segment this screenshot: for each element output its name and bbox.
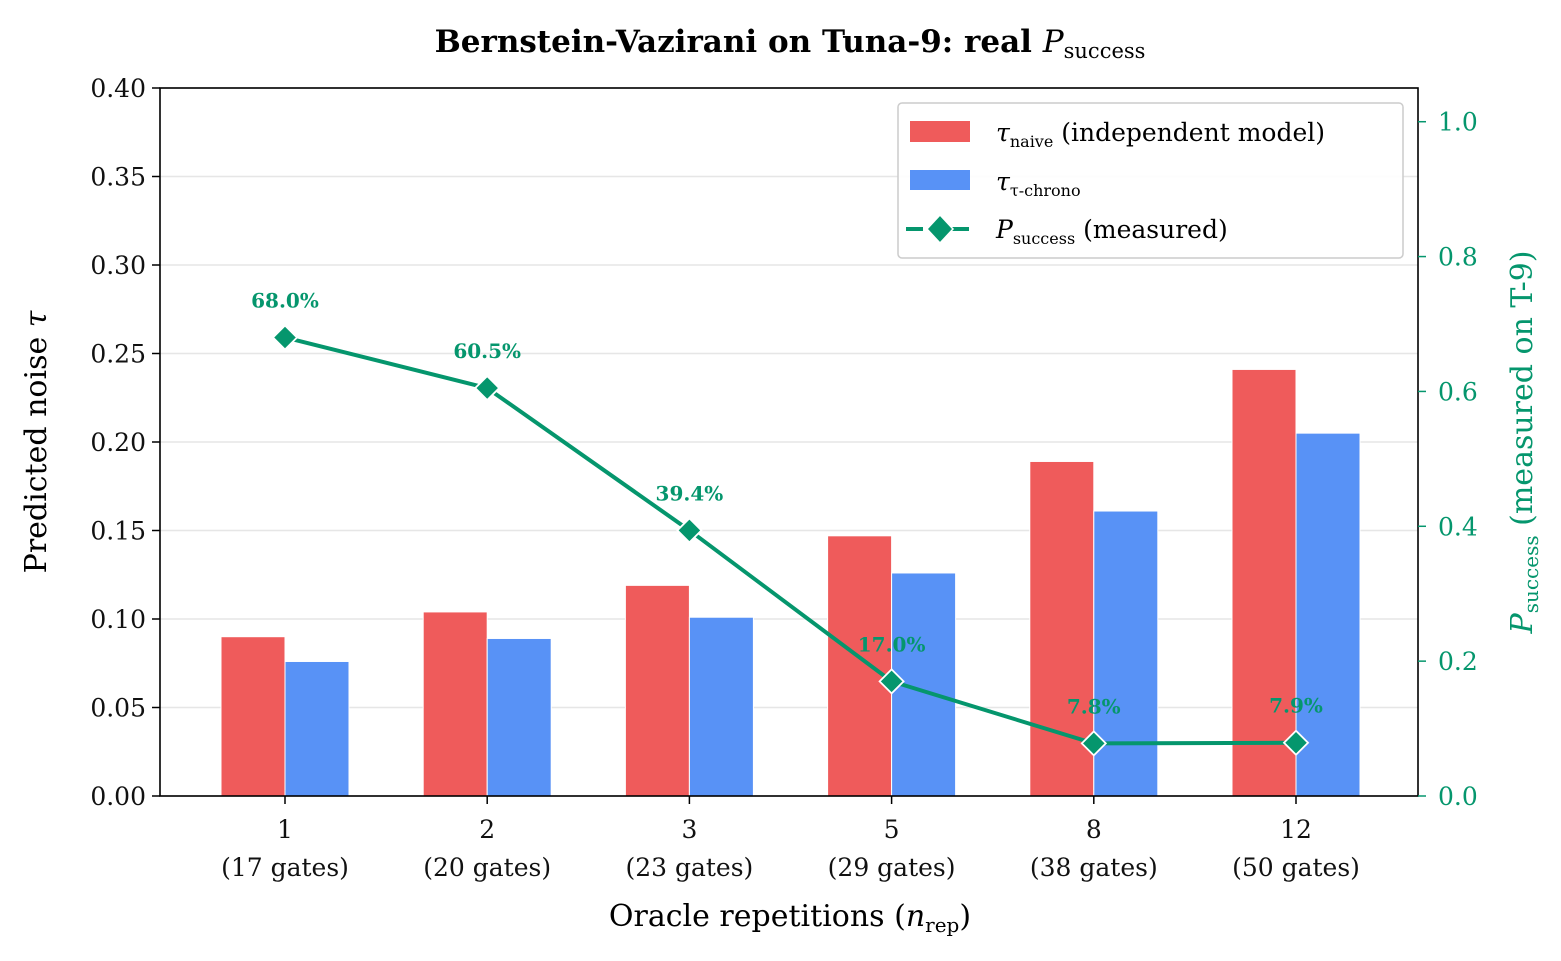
success-line-path xyxy=(284,335,1297,746)
success-data-label: 68.0% xyxy=(251,288,319,312)
y2-tick-label: 0.0 xyxy=(1438,782,1478,811)
legend-label-success: Psuccess (measured) xyxy=(995,215,1228,248)
x-tick-label: 3 xyxy=(681,815,697,844)
legend-swatch-chrono xyxy=(910,170,970,190)
success-line: 68.0% 60.5% 39.4% 17.0% 7.8% 7.9% xyxy=(251,288,1323,757)
y2-tick-label: 0.6 xyxy=(1438,377,1478,406)
x-tick-label: 2 xyxy=(479,815,495,844)
chart-title: Bernstein-Vazirani on Tuna-9: real Psucc… xyxy=(435,24,1146,63)
y2-tick-label: 0.2 xyxy=(1438,647,1478,676)
legend-swatch-naive xyxy=(910,121,970,142)
y-tick-label: 0.35 xyxy=(90,163,146,192)
success-point xyxy=(1282,729,1310,757)
bar-chrono xyxy=(1093,510,1159,797)
y2-tick-label: 1.0 xyxy=(1438,108,1478,137)
x-tick-sublabel: (17 gates) xyxy=(221,853,349,882)
bar-naive xyxy=(422,611,488,797)
bar-chrono xyxy=(486,637,552,797)
legend-label-chrono: ττ-chrono xyxy=(996,167,1081,200)
y-tick-label: 0.05 xyxy=(90,694,146,723)
x-tick-sublabel: (50 gates) xyxy=(1232,853,1360,882)
x-axis-label: Oracle repetitions (nrep) xyxy=(609,899,971,937)
success-point xyxy=(878,668,905,695)
x-tick-label: 5 xyxy=(884,815,900,844)
x-tick-label: 12 xyxy=(1280,815,1312,844)
success-point xyxy=(473,374,501,402)
legend-diamond-icon xyxy=(925,213,955,245)
bars xyxy=(220,368,1361,797)
success-data-label: 39.4% xyxy=(656,481,724,505)
y-tick-label: 0.25 xyxy=(90,340,146,369)
bar-chrono xyxy=(688,616,754,797)
bar-naive xyxy=(220,636,286,797)
x-tick-sublabel: (29 gates) xyxy=(828,853,956,882)
y-tick-label: 0.00 xyxy=(90,782,146,811)
y2-axis-label: Psuccess (measured on T-9) xyxy=(1505,251,1543,635)
x-tick-sublabel: (23 gates) xyxy=(625,853,753,882)
y2-tick-label: 0.4 xyxy=(1438,512,1478,541)
success-point xyxy=(1080,730,1108,757)
y-axis-label: Predicted noise τ xyxy=(19,310,54,573)
x-tick-sublabel: (38 gates) xyxy=(1030,853,1158,882)
bar-chrono xyxy=(284,660,350,797)
x-tick-label: 8 xyxy=(1086,815,1102,844)
y-tick-label: 0.20 xyxy=(90,428,146,457)
bar-naive xyxy=(1231,368,1297,797)
x-tick-label: 1 xyxy=(277,815,293,844)
success-data-label: 17.0% xyxy=(858,632,926,656)
y-tick-label: 0.10 xyxy=(90,605,146,634)
y-tick-label: 0.15 xyxy=(90,517,146,546)
success-point xyxy=(676,517,703,544)
legend: τnaive (independent model) ττ-chrono Psu… xyxy=(897,102,1404,259)
y2-tick-label: 0.8 xyxy=(1438,243,1478,272)
y-axis-right: 0.0 0.2 0.4 0.6 0.8 1.0 xyxy=(1418,108,1478,811)
y-axis-left: 0.00 0.05 0.10 0.15 0.20 0.25 0.30 0.35 0.40 xyxy=(90,74,160,811)
y-tick-label: 0.40 xyxy=(90,74,146,103)
bar-naive xyxy=(624,584,690,797)
success-point xyxy=(271,324,299,351)
bar-naive xyxy=(827,535,893,797)
y-tick-label: 0.30 xyxy=(90,251,146,280)
success-data-label: 60.5% xyxy=(453,339,521,363)
x-tick-sublabel: (20 gates) xyxy=(423,853,551,882)
success-data-label: 7.9% xyxy=(1269,694,1323,718)
x-axis: 1 (17 gates) 2 (20 gates) 3 (23 gates) 5 (29 ga… xyxy=(221,796,1360,882)
success-data-label: 7.8% xyxy=(1067,694,1121,718)
legend-label-naive: τnaive (independent model) xyxy=(996,118,1325,151)
